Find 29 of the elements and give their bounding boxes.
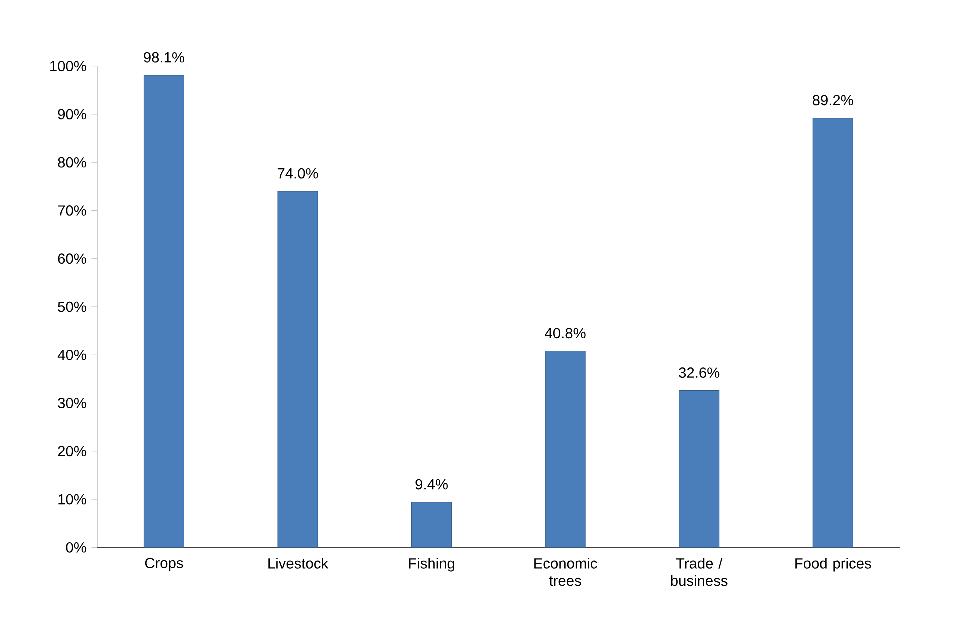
bar [412,502,452,548]
bar [144,75,184,548]
bar [545,351,586,548]
x-tick-label: Crops [145,558,184,572]
y-tick-label: 20% [58,446,86,457]
x-tick-label: Trade / business [671,558,728,586]
x-tick-label: Economic trees [534,558,598,586]
y-tick-label: 10% [58,494,86,505]
y-tick-label: 70% [58,206,86,216]
data-label: 98.1% [144,52,184,63]
data-label: 32.6% [679,368,720,378]
bar [812,118,854,548]
y-tick-label: 40% [58,350,86,360]
data-label: 89.2% [812,95,854,106]
y-tick-label: 60% [58,254,86,264]
bar [278,191,318,548]
x-tick-label: Food prices [796,558,872,572]
data-label: 40.8% [545,328,586,339]
x-tick-label: Livestock [268,558,329,569]
x-tick-label: Fishing [409,558,454,572]
y-tick-label: 50% [58,302,86,312]
bar [679,390,720,548]
y-tick-label: 100% [50,61,86,72]
y-tick-label: 80% [58,157,86,168]
data-label: 74.0% [278,168,318,179]
y-tick-label: 30% [58,398,86,408]
y-tick-label: 90% [58,109,86,120]
data-label: 9.4% [416,479,448,490]
y-tick-label: 0% [66,542,86,553]
